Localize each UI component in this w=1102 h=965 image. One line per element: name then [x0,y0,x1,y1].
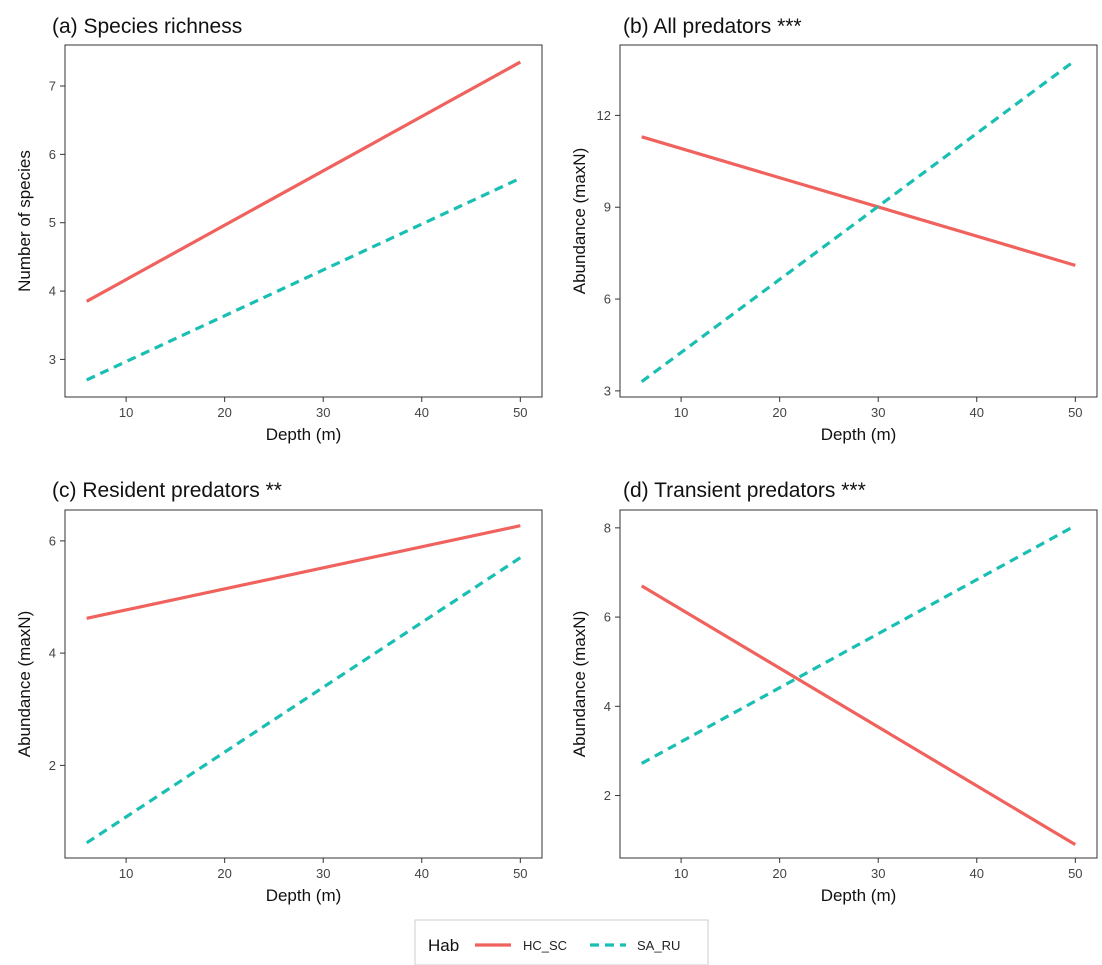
series-line-sa-ru [640,59,1077,383]
y-tick-label: 6 [49,533,56,548]
x-tick-label: 40 [415,866,429,881]
panel-d: (d) Transient predators *** 10 20 30 40 50 2 4 6… [570,479,1098,905]
plot-border-c [64,509,543,859]
x-tick-label: 40 [970,405,984,420]
legend-title: Hab [428,936,459,955]
legend-label-sa-ru: SA_RU [637,938,680,953]
x-tick-label: 10 [674,866,688,881]
y-tick-label: 2 [49,758,56,773]
x-tick-label: 20 [217,405,231,420]
y-tick-label: 3 [49,352,56,367]
panel-title-d: (d) Transient predators *** [623,479,866,502]
y-tick-label: 6 [604,610,611,625]
x-tick-label: 50 [513,405,527,420]
y-tick-label: 4 [49,284,56,299]
x-tick-label: 40 [970,866,984,881]
series-line-hc-sc [85,60,522,303]
x-axis-title-c: Depth (m) [266,886,342,905]
series-line-hc-sc [641,135,1076,267]
legend: Hab HC_SC SA_RU [414,919,709,965]
series-line-hc-sc [86,524,521,620]
panel-b: (b) All predators *** 10 20 30 40 50 3 6 9 12 Dept… [570,15,1098,444]
series-line-sa-ru [86,176,521,382]
x-tick-label: 20 [772,866,786,881]
legend-box [414,919,709,965]
series-line-hc-sc [640,584,1077,846]
y-tick-label: 3 [604,383,611,398]
x-axis-title-b: Depth (m) [821,425,897,444]
x-axis-title-d: Depth (m) [821,886,897,905]
x-tick-label: 30 [871,405,885,420]
panel-title-a: (a) Species richness [52,15,242,38]
y-tick-label: 8 [604,520,611,535]
series-line-sa-ru [640,524,1077,765]
y-tick-label: 6 [604,292,611,307]
plot-border-b [619,44,1098,398]
y-axis-title-d: Abundance (maxN) [570,611,589,757]
x-tick-label: 50 [1068,405,1082,420]
y-tick-label: 5 [49,215,56,230]
y-tick-label: 4 [604,699,611,714]
panel-c: (c) Resident predators ** 10 20 30 40 50 2 4 6 De… [15,479,543,905]
series-line-sa-ru [85,556,522,845]
x-tick-label: 10 [674,405,688,420]
x-tick-label: 50 [1068,866,1082,881]
panel-a: (a) Species richness 10 20 30 40 50 3 4 5 6 7 Depth… [15,15,543,444]
y-tick-label: 12 [597,108,611,123]
plot-border-d [619,509,1098,859]
x-tick-label: 30 [316,866,330,881]
x-axis-title-a: Depth (m) [266,425,342,444]
x-tick-label: 40 [415,405,429,420]
y-axis-title-a: Number of species [15,150,34,292]
x-tick-label: 30 [316,405,330,420]
y-tick-label: 9 [604,200,611,215]
panel-title-c: (c) Resident predators ** [52,479,282,502]
panel-title-b: (b) All predators *** [623,15,802,38]
y-tick-label: 7 [49,79,56,94]
x-tick-label: 10 [119,866,133,881]
x-tick-label: 50 [513,866,527,881]
plot-border-a [64,44,543,398]
y-tick-label: 2 [604,788,611,803]
y-axis-title-b: Abundance (maxN) [570,148,589,294]
x-tick-label: 20 [217,866,231,881]
y-axis-title-c: Abundance (maxN) [15,611,34,757]
x-tick-label: 20 [772,405,786,420]
x-tick-label: 10 [119,405,133,420]
legend-label-hc-sc: HC_SC [523,938,567,953]
y-tick-label: 4 [49,646,56,661]
y-tick-label: 6 [49,147,56,162]
x-tick-label: 30 [871,866,885,881]
